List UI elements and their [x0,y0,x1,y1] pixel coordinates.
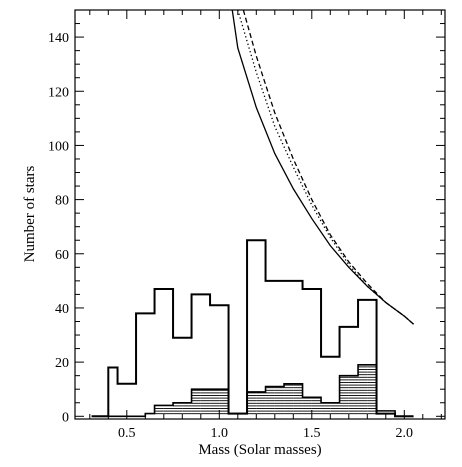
axis-ticks [75,9,445,419]
hatched-bin [274,387,285,415]
hatched-bin [330,402,340,415]
x-tick-label: 1.0 [211,426,229,441]
y-tick-label: 140 [48,31,69,46]
hatched-bin [293,384,303,415]
axis-tick-labels: 0.5 1.0 1.5 2.0 0 20 40 60 80 100 120 140 [48,31,413,441]
total-histogram-outline [91,239,414,418]
hatched-bin [302,397,312,415]
x-tick-label: 2.0 [396,426,414,441]
plot-area [91,10,414,418]
hatched-bin [219,389,229,415]
y-tick-label: 40 [55,302,69,317]
hatched-bin [367,366,377,415]
x-axis-title: Mass (Solar masses) [198,442,321,458]
hatched-bin [163,408,174,415]
hatched-bin [358,366,368,415]
y-tick-label: 20 [55,356,69,371]
hatched-bin [182,402,192,415]
curve-solid [231,10,414,325]
hatched-bin [191,389,201,415]
hatched-bin [339,376,349,415]
hatched-bin [256,392,266,415]
curve-dotted [237,10,414,325]
x-tick-label: 0.5 [118,426,136,441]
subset-histogram-outline [91,364,414,418]
hatched-bin [200,389,211,415]
hatched-bin [311,397,322,415]
x-tick-label: 1.5 [303,426,321,441]
hatched-bin [154,408,164,415]
y-tick-label: 60 [55,248,69,263]
hatched-bin [348,376,359,415]
y-tick-label: 120 [48,85,69,100]
y-tick-label: 0 [62,410,69,425]
hatched-bin [321,402,331,415]
hatched-bin [265,387,275,415]
y-axis-title: Number of stars [22,166,38,263]
y-tick-label: 100 [48,139,69,154]
plot-frame [74,9,446,420]
curve-dashed [242,10,414,325]
hatched-bin [173,402,183,415]
hatched-bin [247,392,257,415]
hatched-bin [284,384,294,415]
hatched-bin [210,389,220,415]
y-tick-label: 80 [55,194,69,209]
